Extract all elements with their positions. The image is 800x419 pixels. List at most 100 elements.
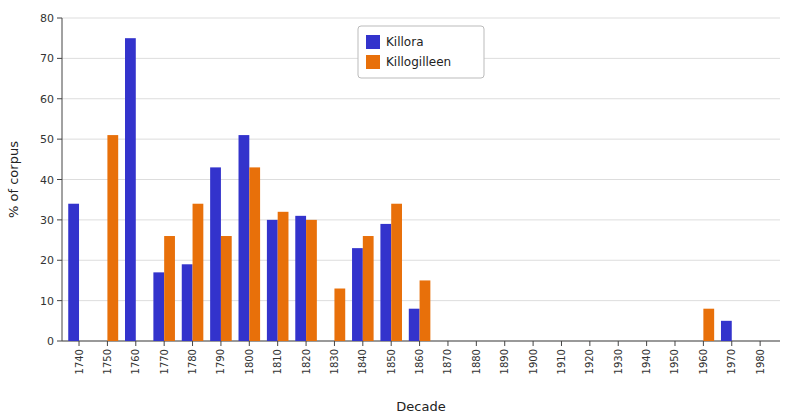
x-tick	[760, 341, 761, 346]
x-tick-label: 1880	[471, 349, 482, 374]
grid	[62, 18, 780, 341]
x-tick	[561, 341, 562, 346]
y-tick-label: 30	[40, 214, 54, 227]
x-tick-label: 1860	[414, 349, 425, 374]
bar	[533, 341, 544, 342]
bar	[68, 204, 79, 341]
x-tick	[476, 341, 477, 346]
x-tick	[249, 341, 250, 346]
x-tick-label: 1810	[272, 349, 283, 374]
bar	[703, 309, 714, 341]
bar	[380, 224, 391, 341]
legend: KilloraKillogilleen	[358, 26, 484, 78]
bar	[420, 280, 431, 341]
y-tick	[57, 18, 62, 19]
x-tick	[135, 341, 136, 346]
bar	[306, 220, 317, 341]
x-tick	[391, 341, 392, 346]
bar	[476, 341, 487, 342]
y-axis-label: % of corpus	[6, 141, 21, 218]
bar	[239, 135, 250, 341]
x-tick-label: 1780	[187, 349, 198, 374]
x-tick	[277, 341, 278, 346]
x-tick-label: 1950	[669, 349, 680, 374]
bar	[249, 167, 260, 341]
bar	[352, 248, 363, 341]
bar	[182, 264, 193, 341]
bar	[647, 341, 658, 342]
y-tick	[57, 139, 62, 140]
y-axis-line	[62, 18, 63, 341]
bar	[551, 341, 562, 342]
legend-label: Killora	[386, 35, 424, 49]
bar	[278, 212, 289, 341]
grid-line	[62, 179, 780, 180]
bar	[760, 341, 771, 342]
bar	[136, 341, 147, 342]
x-tick-label: 1750	[102, 349, 113, 374]
x-tick	[589, 341, 590, 346]
bar	[522, 341, 533, 342]
bar	[732, 341, 743, 342]
y-tick	[57, 219, 62, 220]
bar	[636, 341, 647, 342]
x-tick	[703, 341, 704, 346]
bar	[97, 341, 108, 342]
y-tick	[57, 98, 62, 99]
x-tick	[164, 341, 165, 346]
bar	[107, 135, 118, 341]
x-tick-label: 1760	[130, 349, 141, 374]
x-tick-label: 1920	[584, 349, 595, 374]
x-axis-label: Decade	[396, 399, 445, 414]
bar	[590, 341, 601, 342]
x-tick	[334, 341, 335, 346]
axes: 0102030405060708017401750176017701780179…	[40, 12, 780, 374]
y-tick	[57, 179, 62, 180]
grid-line	[62, 219, 780, 220]
x-tick	[220, 341, 221, 346]
y-tick-label: 50	[40, 133, 54, 146]
bar	[675, 341, 686, 342]
legend-swatch	[366, 55, 380, 69]
bar	[561, 341, 572, 342]
x-tick	[306, 341, 307, 346]
x-tick-label: 1850	[386, 349, 397, 374]
bar	[607, 341, 618, 342]
y-tick	[57, 300, 62, 301]
y-tick-label: 80	[40, 12, 54, 25]
x-tick-label: 1790	[215, 349, 226, 374]
bar	[466, 341, 477, 342]
bar	[193, 204, 204, 341]
x-tick	[646, 341, 647, 346]
grid-line	[62, 98, 780, 99]
y-tick-label: 60	[40, 93, 54, 106]
legend-swatch	[366, 35, 380, 49]
bar	[295, 216, 306, 341]
x-tick-label: 1890	[499, 349, 510, 374]
bars	[68, 38, 732, 341]
x-tick	[674, 341, 675, 346]
x-tick	[79, 341, 80, 346]
x-tick	[419, 341, 420, 346]
y-tick-label: 20	[40, 254, 54, 267]
y-tick-label: 40	[40, 174, 54, 187]
x-tick	[447, 341, 448, 346]
bar	[749, 341, 760, 342]
bar	[618, 341, 629, 342]
x-tick-label: 1830	[329, 349, 340, 374]
x-tick	[731, 341, 732, 346]
x-tick-label: 1800	[244, 349, 255, 374]
bar	[505, 341, 516, 342]
y-tick-label: 70	[40, 52, 54, 65]
x-tick-label: 1940	[641, 349, 652, 374]
bar	[448, 341, 459, 342]
grid-line	[62, 139, 780, 140]
x-tick-label: 1970	[726, 349, 737, 374]
y-tick	[57, 58, 62, 59]
x-tick	[618, 341, 619, 346]
bar	[153, 272, 164, 341]
chart: 0102030405060708017401750176017701780179…	[0, 0, 800, 419]
x-tick	[504, 341, 505, 346]
y-tick-label: 10	[40, 295, 54, 308]
x-tick-label: 1900	[528, 349, 539, 374]
